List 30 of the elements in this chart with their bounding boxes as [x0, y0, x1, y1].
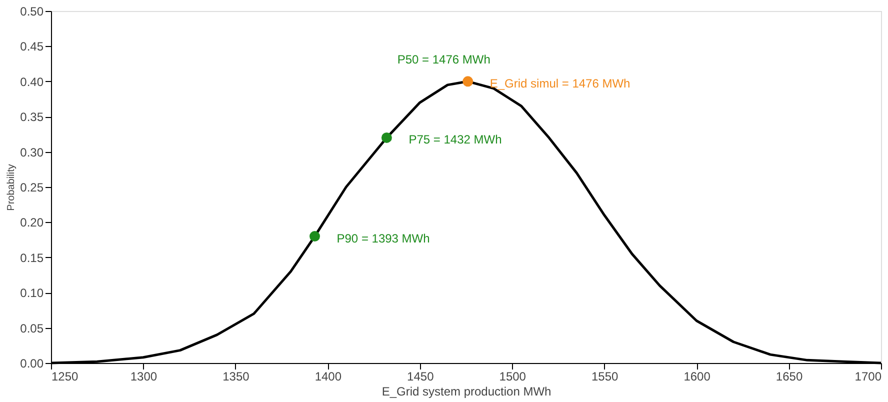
annotation: P50 = 1476 MWh — [397, 52, 490, 66]
x-tick-label: 1500 — [499, 370, 526, 384]
y-tick-label: 0.40 — [20, 74, 44, 89]
x-tick-label: 1650 — [776, 370, 803, 384]
y-tick-label: 0.05 — [20, 321, 44, 336]
series-label: E_Grid simul = 1476 MWh — [490, 76, 630, 90]
x-tick-label: 1700 — [854, 370, 882, 384]
y-tick-label: 0.25 — [20, 180, 44, 194]
y-tick-label: 0.50 — [20, 4, 44, 18]
y-tick-label: 0.20 — [20, 216, 44, 230]
x-tick-label: 1450 — [407, 370, 434, 384]
y-tick-label: 0.10 — [20, 286, 44, 300]
x-tick-label: 1350 — [222, 370, 250, 384]
series-label: P90 = 1393 MWh — [336, 231, 430, 246]
y-tick-label: 0.30 — [20, 145, 44, 160]
x-tick-label: 1250 — [52, 370, 79, 384]
y-axis-title: Probability — [6, 164, 18, 211]
x-axis-title: E_Grid system production MWh — [382, 384, 552, 398]
point — [381, 132, 392, 143]
x-tick-label: 1550 — [591, 370, 619, 384]
y-tick-label: 0.00 — [20, 356, 44, 370]
y-tick-label: 0.15 — [20, 250, 44, 265]
series-label: P75 = 1432 MWh — [408, 132, 502, 147]
y-tick-label: 0.45 — [20, 40, 44, 54]
y-tick-label: 0.35 — [20, 110, 44, 124]
point — [310, 231, 320, 242]
x-tick-label: 1300 — [130, 370, 158, 384]
point — [462, 76, 474, 87]
x-tick-label: 1600 — [684, 370, 711, 384]
x-tick-label: 1400 — [314, 370, 342, 384]
